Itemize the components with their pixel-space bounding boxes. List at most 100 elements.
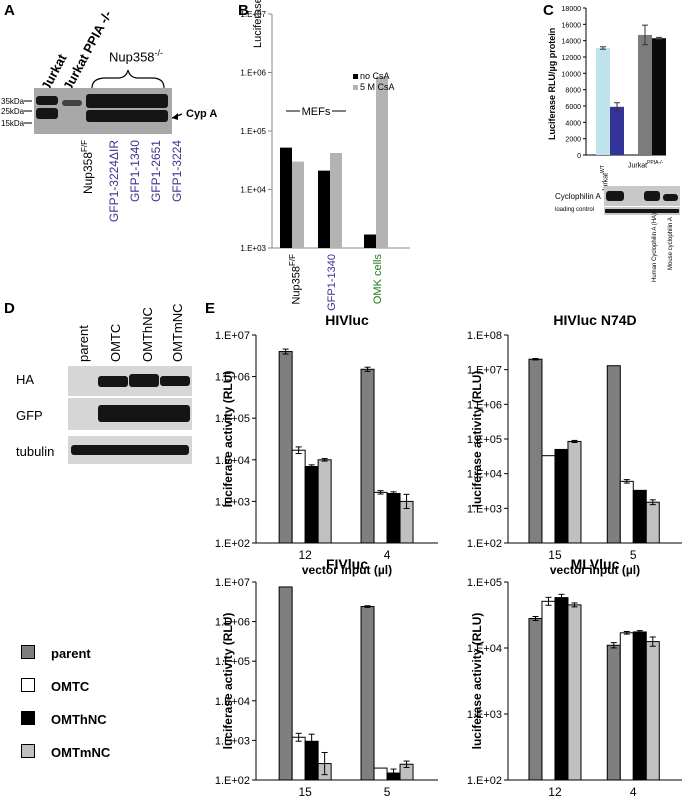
panel-b-bar xyxy=(318,170,330,248)
panel-e-category: 5 xyxy=(384,785,391,799)
panel-c-ytick-label: 10000 xyxy=(562,71,582,78)
panel-e-title: HIVluc N74D xyxy=(553,312,636,328)
blot-d-row-ha: HA xyxy=(16,372,35,387)
panel-e-bar xyxy=(619,632,634,781)
panel-c-bar xyxy=(652,38,666,155)
legend-b-label-0: no CsA xyxy=(360,71,390,81)
blot-d-row-tubulin: tubulin xyxy=(16,444,55,459)
panel-c-ytick-label: 2000 xyxy=(565,137,581,144)
nup358-group-label: Nup358-/- xyxy=(109,48,163,64)
panel-e-bar xyxy=(567,604,582,781)
panel-e-ytick-label: 1.E+02 xyxy=(467,538,502,550)
panel-e-ytick-label: 1.E+07 xyxy=(215,330,250,342)
panel-label-e: E xyxy=(205,300,216,317)
panel-e-ytick-label: 1.E+05 xyxy=(467,577,502,589)
panel-e-bar xyxy=(541,600,556,781)
panel-c-xlabel-ppia-text: Jurkat xyxy=(628,162,648,170)
legend-swatch xyxy=(21,645,35,659)
mefs-annotation: MEFs xyxy=(302,106,331,118)
panel-e-ytick-label: 1.E+05 xyxy=(215,656,250,668)
panel-e-category: 4 xyxy=(630,785,637,799)
panel-e-ytick-label: 1.E+04 xyxy=(215,696,250,708)
legend-item-3: OMTmNC xyxy=(21,744,110,760)
legend-label: parent xyxy=(51,646,91,661)
panel-c-xlabel-ppia: JurkatPPIA-/- xyxy=(628,160,663,169)
panel-e-ytick-label: 1.E+04 xyxy=(467,643,502,655)
panel-e-ytick-label: 1.E+06 xyxy=(215,617,250,629)
ha-blot xyxy=(68,366,192,396)
panel-e-bar xyxy=(360,606,375,781)
panel-label-d: D xyxy=(4,300,15,317)
panel-e-category: 12 xyxy=(298,548,312,562)
nup358-group-sup: -/- xyxy=(154,48,164,58)
panel-e-ytick-label: 1.E+02 xyxy=(215,538,250,550)
panel-e-bar xyxy=(554,448,569,544)
panel-c-ytick-label: 16000 xyxy=(562,22,582,29)
panel-label-a: A xyxy=(4,2,15,19)
legend-b-item-0: no CsA xyxy=(353,71,395,82)
panel-e-bar xyxy=(291,449,306,544)
panel-e-bar xyxy=(386,492,401,544)
blot-c-label-loading: loading control xyxy=(555,207,595,213)
legend-item-1: OMTC xyxy=(21,678,89,694)
panel-e-title: FIVluc xyxy=(326,556,368,572)
panel-e-ytick-label: 1.E+03 xyxy=(467,503,502,515)
panel-e-bar xyxy=(645,501,660,544)
tubulin-blot xyxy=(68,436,192,464)
panel-b-bar xyxy=(280,147,292,248)
panel-e-ytick-label: 1.E+06 xyxy=(215,372,250,384)
panel-c-ytick-label: 18000 xyxy=(562,6,582,13)
panel-b-legend: no CsA 5 M CsA xyxy=(353,71,395,93)
panel-b-bar xyxy=(364,234,376,248)
panel-e-ytick-label: 1.E+04 xyxy=(215,455,250,467)
panel-e-bar xyxy=(528,617,543,781)
panel-e-ytick-label: 1.E+03 xyxy=(215,496,250,508)
panel-e-bar xyxy=(606,644,621,781)
panel-e-ytick-label: 1.E+05 xyxy=(467,434,502,446)
panel-b-bar xyxy=(330,153,342,248)
legend-label: OMTmNC xyxy=(51,745,111,760)
panel-b-ytick-label: 1.E+04 xyxy=(240,186,266,195)
nup358-group-text: Nup358 xyxy=(109,49,155,65)
panel-c-xlabel-ppia-sup: PPIA-/- xyxy=(647,160,664,166)
panel-e-xlabel: vector input (µl) xyxy=(550,563,640,577)
panel-e-bar xyxy=(528,358,543,544)
legend-item-0: parent xyxy=(21,645,91,661)
panel-e-bar xyxy=(278,351,293,544)
panel-e-bar xyxy=(373,767,388,781)
legend-swatch xyxy=(21,711,35,725)
panel-e-bar xyxy=(373,491,388,544)
panel-c-bar xyxy=(610,106,624,155)
panel-e-ylabel: luciferase activity (RLU) xyxy=(470,371,484,508)
legend-b-swatch-1 xyxy=(353,85,358,90)
panel-e-bar xyxy=(632,489,647,544)
panel-e-ytick-label: 1.E+06 xyxy=(467,399,502,411)
panel-b-ytick-label: 1.E+03 xyxy=(240,244,266,253)
panel-e-chart-2: FIVluc 1.E+02 1.E+03 1.E+04 1.E+05 1.E+06 1.E+… xyxy=(215,556,438,799)
legend-b-swatch-0 xyxy=(353,74,358,79)
panel-e-ytick-label: 1.E+08 xyxy=(467,330,502,342)
panel-b-ytick-label: 1.E+06 xyxy=(240,69,266,78)
panel-e-category: 5 xyxy=(630,548,637,562)
panel-e-ylabel: luciferase activity (RLU) xyxy=(221,371,235,508)
panel-b-ytick-label: 1.E+05 xyxy=(240,127,266,136)
panel-c-ytick-label: 12000 xyxy=(562,55,582,62)
panel-e-bar xyxy=(541,455,556,544)
cyclophilin-a-blot xyxy=(604,186,680,206)
panel-e-chart-1: HIVluc N74D 1.E+02 1.E+03 1.E+04 1.E+05 1.E+0… xyxy=(467,312,682,577)
marker-25kda: 25kDa xyxy=(1,107,25,116)
panel-e-xlabel: vector input (µl) xyxy=(302,563,392,577)
panel-e-bar xyxy=(304,466,319,544)
panel-e-category: 15 xyxy=(298,785,312,799)
panel-label-b: B xyxy=(238,2,249,19)
legend-b-label-1: 5 M CsA xyxy=(360,82,395,92)
panel-label-c: C xyxy=(543,2,554,19)
panel-e-ytick-label: 1.E+07 xyxy=(215,577,250,589)
panel-b-ytick-label: 1.E+07 xyxy=(240,10,266,19)
panel-b-bar xyxy=(376,76,388,248)
panel-c-ytick-label: 8000 xyxy=(565,88,581,95)
blot-c-label-cypa: Cyclophilin A xyxy=(555,192,601,201)
panel-e-ytick-label: 1.E+04 xyxy=(467,469,502,481)
cypa-blot xyxy=(34,88,172,134)
